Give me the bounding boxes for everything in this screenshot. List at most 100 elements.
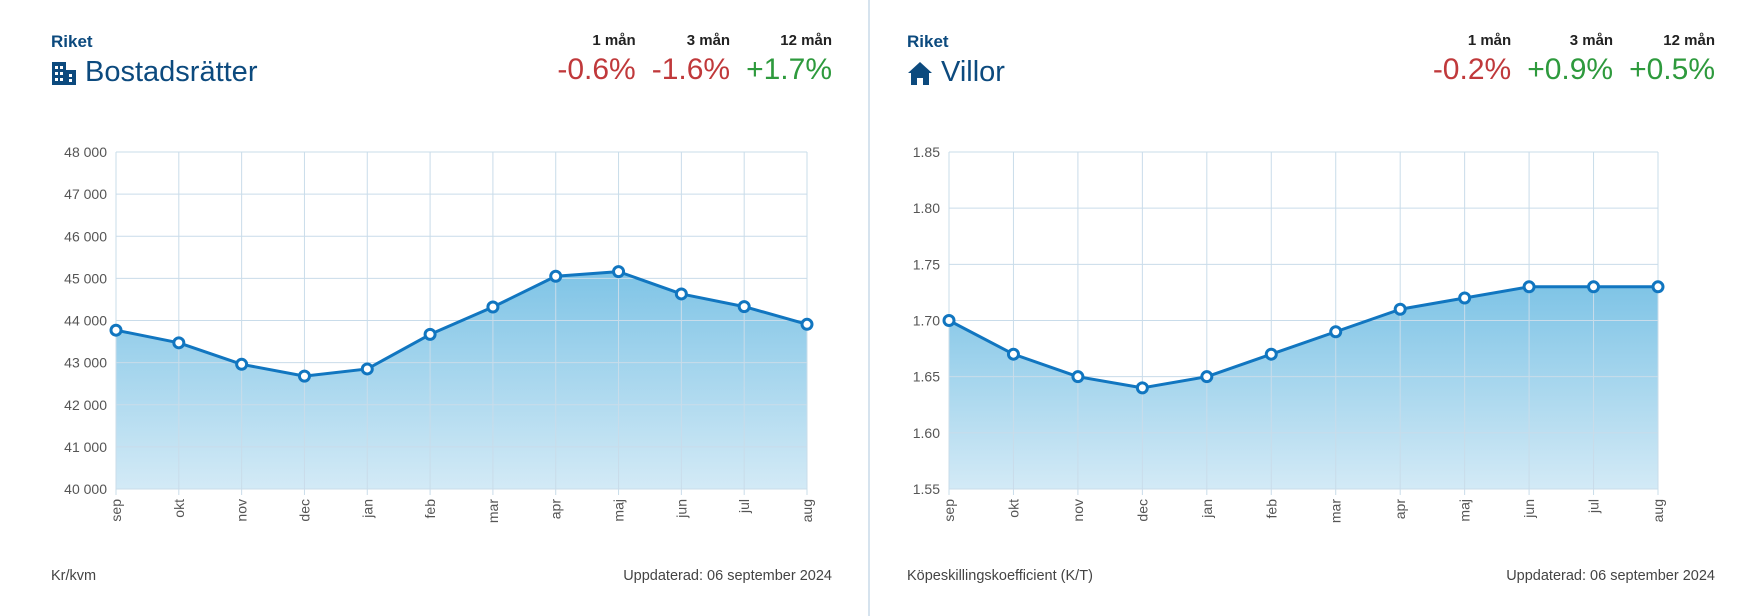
x-tick-label: jul [1586,499,1602,514]
house-icon [907,60,933,86]
data-point[interactable] [486,300,500,314]
x-tick-label: feb [1263,499,1279,519]
data-point[interactable] [360,362,374,376]
x-tick-label: dec [1134,499,1150,522]
data-point[interactable] [737,300,751,314]
price-chart: 40 000 41 000 42 000 43 000 44 000 45 000 46 0… [64,144,815,523]
y-tick-label: 1.75 [913,256,940,272]
series-line [948,285,1658,390]
data-point[interactable] [1006,347,1020,361]
x-tick-label: jan [1199,499,1215,519]
data-point[interactable] [109,323,123,337]
change-value: +1.7% [746,53,832,86]
area-fill [949,286,1658,489]
change-period-label: 3 mån [686,32,731,49]
y-tick-label: 1.60 [913,425,940,441]
x-tick-label: jul [736,499,752,514]
y-tick-label: 42 000 [64,397,107,413]
change-value: +0.5% [1629,53,1715,86]
data-point[interactable] [1071,370,1085,384]
x-tick-label: maj [1457,499,1473,522]
change-3-month: 3 mån -1.6% [652,30,730,88]
data-point[interactable] [1329,325,1343,339]
area-fill [116,271,807,489]
data-point[interactable] [549,269,563,283]
data-point[interactable] [1587,280,1601,294]
x-tick-label: feb [422,499,438,519]
data-point[interactable] [612,265,626,279]
change-value: -0.6% [557,53,636,86]
ratio-chart: 1.55 1.60 1.65 1.70 1.75 1.80 1.85 sep okt nov dec… [913,144,1666,523]
chart-title-text: Villor [941,56,1005,88]
building-icon [51,60,77,86]
x-tick-label: jun [673,499,689,519]
chart-title: Villor [907,56,1005,89]
x-tick-label: mar [485,499,501,523]
x-tick-label: nov [234,499,250,522]
data-point[interactable] [297,369,311,383]
data-point[interactable] [1522,280,1536,294]
x-tick-label: aug [799,499,815,522]
x-tick-label: mar [1328,499,1344,523]
change-12-month: 12 mån +0.5% [1629,30,1715,88]
data-point[interactable] [1200,370,1214,384]
y-tick-label: 41 000 [64,439,107,455]
data-point[interactable] [942,314,956,327]
chart-title: Bostadsrätter [51,56,257,89]
chart-title-text: Bostadsrätter [85,56,258,88]
x-tick-label: apr [1392,499,1408,520]
y-tick-label: 1.65 [913,369,940,385]
change-period-label: 12 mån [780,32,832,49]
x-tick-label: maj [611,499,627,522]
change-3-month: 3 mån +0.9% [1527,30,1613,88]
data-point[interactable] [235,357,249,371]
data-point[interactable] [1651,280,1665,294]
x-tick-label: nov [1070,499,1086,522]
x-tick-label: jun [1521,499,1537,519]
y-tick-label: 48 000 [64,144,107,160]
y-tick-label: 40 000 [64,481,107,497]
change-12-month: 12 mån +1.7% [746,30,832,88]
y-tick-label: 43 000 [64,355,107,371]
updated-date: Uppdaterad: 06 september 2024 [623,568,832,584]
x-tick-label: okt [1005,499,1021,518]
y-tick-label: 45 000 [64,270,107,286]
change-period-label: 12 mån [1663,32,1715,49]
change-value: +0.9% [1527,53,1614,86]
x-tick-label: okt [171,499,187,518]
data-point[interactable] [423,327,437,341]
change-summary: 1 mån -0.6% 3 mån -1.6% 12 mån +1.7% [557,30,832,88]
panel-bostadsratter: Riket Bostadsrätter 1 [0,0,868,616]
data-point[interactable] [674,287,688,301]
change-value: -1.6% [651,53,731,86]
x-tick-label: aug [1650,499,1666,522]
data-point[interactable] [1458,291,1472,305]
x-tick-label: sep [941,499,957,522]
change-period-label: 1 mån [1467,32,1512,49]
y-tick-label: 46 000 [64,228,107,244]
y-tick-label: 44 000 [64,313,107,329]
change-value: -0.2% [1432,53,1512,86]
data-point[interactable] [172,336,186,350]
change-period-label: 3 mån [1569,32,1614,49]
change-1-month: 1 mån -0.2% [1433,30,1511,88]
y-tick-label: 1.55 [913,481,940,497]
data-point[interactable] [1135,381,1149,395]
data-point[interactable] [1264,347,1278,361]
x-tick-label: dec [296,499,312,522]
panel-villor: Riket Villor 1 mån -0.2% 3 mån +0.9% 12 … [870,0,1751,616]
y-unit-label: Kr/kvm [51,568,97,584]
updated-date: Uppdaterad: 06 september 2024 [1506,568,1715,584]
data-point[interactable] [800,317,814,331]
y-tick-label: 1.80 [913,200,940,216]
x-tick-label: apr [548,499,564,520]
series-line [115,270,808,378]
data-point[interactable] [1393,302,1407,316]
x-tick-label: jan [359,499,375,519]
change-summary: 1 mån -0.2% 3 mån +0.9% 12 mån +0.5% [1433,30,1715,88]
y-unit-label: Köpeskillingskoefficient (K/T) [907,568,1093,584]
change-1-month: 1 mån -0.6% [557,30,635,88]
y-tick-label: 1.85 [913,144,940,160]
y-tick-label: 1.70 [913,313,940,329]
